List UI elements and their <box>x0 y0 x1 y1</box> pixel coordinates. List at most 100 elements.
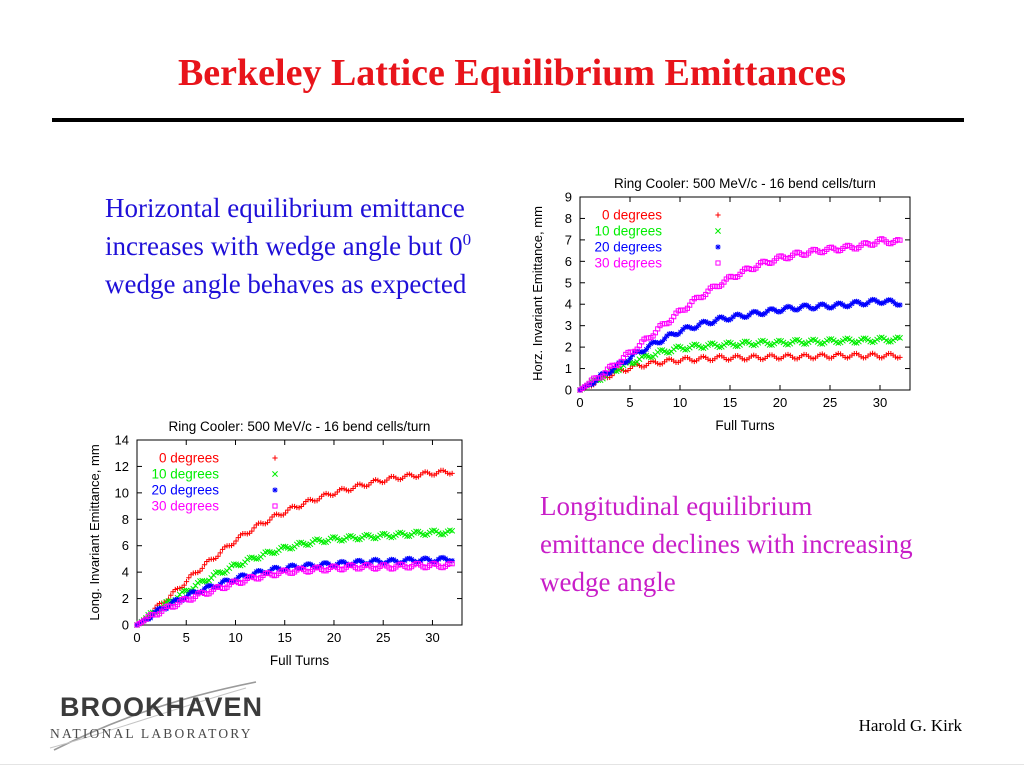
data-point <box>698 344 705 351</box>
data-point <box>639 349 645 355</box>
data-point <box>339 558 345 565</box>
data-point <box>323 560 329 566</box>
data-point <box>643 346 649 353</box>
data-point <box>725 357 732 363</box>
data-point <box>817 302 823 308</box>
data-point <box>879 300 885 307</box>
brookhaven-logo: BROOKHAVEN NATIONAL LABORATORY <box>46 678 286 758</box>
data-point <box>629 352 636 358</box>
data-point <box>181 582 187 588</box>
data-point <box>655 361 661 367</box>
data-point <box>769 306 775 312</box>
data-point <box>183 587 190 594</box>
data-point <box>172 586 178 593</box>
data-point <box>242 572 248 579</box>
data-point <box>370 557 376 563</box>
data-point <box>719 314 725 320</box>
y-tick-label: 8 <box>565 211 572 226</box>
data-point <box>217 550 223 556</box>
data-point <box>796 305 803 312</box>
data-point <box>787 304 793 310</box>
data-point <box>847 303 853 309</box>
data-point <box>671 331 677 337</box>
data-point <box>276 512 282 518</box>
data-point <box>762 310 768 316</box>
data-point <box>420 470 426 476</box>
data-point <box>370 535 377 542</box>
series-0-degrees <box>577 350 903 393</box>
data-point <box>233 538 239 544</box>
data-point <box>258 568 264 574</box>
data-point <box>215 553 221 559</box>
data-point <box>170 589 176 595</box>
data-point <box>420 556 426 562</box>
data-point <box>154 606 160 612</box>
data-point <box>810 356 816 362</box>
data-point <box>190 588 196 595</box>
data-point <box>336 559 343 565</box>
data-point <box>350 485 356 492</box>
data-point <box>696 322 702 328</box>
data-point <box>449 470 455 476</box>
data-point <box>289 562 295 568</box>
data-point <box>808 355 814 361</box>
data-point <box>897 302 903 308</box>
data-point <box>753 309 759 315</box>
data-point <box>201 586 208 592</box>
data-point <box>783 352 789 358</box>
data-point <box>377 559 383 565</box>
data-point <box>336 487 343 493</box>
data-point <box>186 591 192 597</box>
data-point <box>627 355 633 361</box>
data-point <box>258 520 264 526</box>
data-point <box>771 307 777 313</box>
data-point <box>661 336 668 342</box>
horizontal-caption-superscript: 0 <box>462 230 472 249</box>
data-point <box>869 350 876 356</box>
data-point <box>235 535 241 541</box>
data-point <box>748 353 755 359</box>
data-point <box>298 503 304 510</box>
data-point <box>833 301 839 307</box>
x-axis-label: Full Turns <box>270 653 330 668</box>
plot-frame <box>136 439 463 626</box>
data-point <box>446 527 453 534</box>
data-point <box>240 572 246 578</box>
data-point <box>725 317 732 323</box>
data-point <box>201 578 208 585</box>
data-point <box>732 343 739 350</box>
data-point <box>689 358 695 364</box>
data-point <box>698 354 704 360</box>
data-point <box>197 568 203 574</box>
data-point <box>230 561 237 568</box>
data-point <box>391 557 397 563</box>
data-point <box>373 477 379 483</box>
data-point <box>357 481 363 487</box>
data-point <box>413 474 419 480</box>
data-point <box>810 306 816 312</box>
data-point <box>748 310 755 316</box>
data-point <box>219 546 226 552</box>
series-10-degrees <box>134 527 456 628</box>
data-point <box>897 237 903 243</box>
y-tick-label: 5 <box>565 275 572 290</box>
data-point <box>354 536 361 543</box>
data-point <box>663 349 670 356</box>
series-10-degrees <box>577 334 903 393</box>
x-tick-label: 5 <box>626 395 633 410</box>
y-tick-label: 1 <box>565 361 572 376</box>
data-point <box>316 496 322 502</box>
data-point <box>728 316 734 322</box>
data-point <box>197 578 203 584</box>
y-tick-label: 12 <box>115 459 129 474</box>
data-point <box>691 358 697 365</box>
data-point <box>739 313 745 320</box>
data-point <box>766 341 773 348</box>
data-point <box>165 598 172 604</box>
data-point <box>700 353 707 360</box>
data-point <box>224 577 230 583</box>
y-tick-label: 0 <box>565 383 572 398</box>
data-point <box>721 315 727 321</box>
data-point <box>714 354 720 360</box>
logo-wordmark: BROOKHAVEN <box>60 692 264 722</box>
